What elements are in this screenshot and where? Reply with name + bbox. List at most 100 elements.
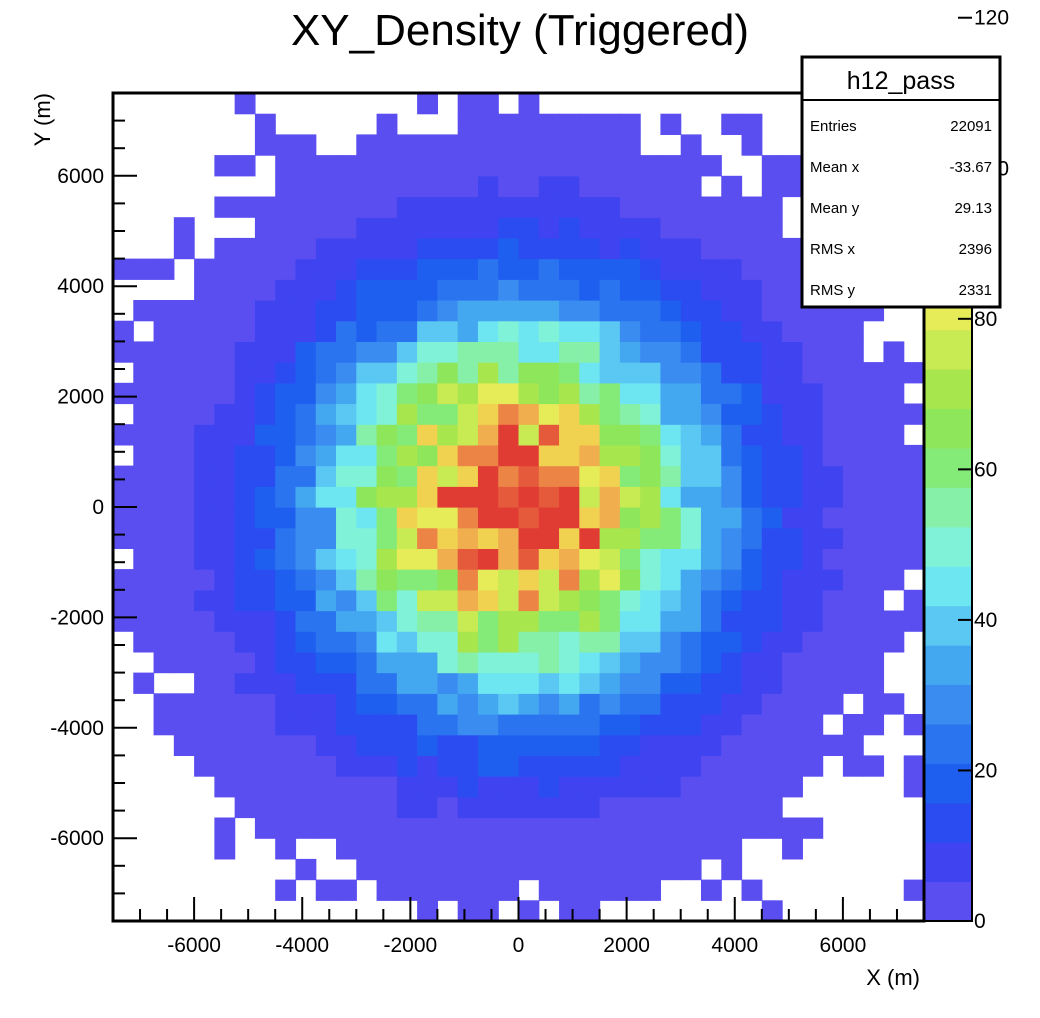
histogram-cell xyxy=(559,217,580,239)
histogram-cell xyxy=(680,817,702,839)
histogram-cell xyxy=(133,300,155,322)
histogram-cell xyxy=(275,527,297,549)
histogram-cell xyxy=(802,651,824,674)
histogram-cell xyxy=(498,113,520,135)
histogram-cell xyxy=(295,403,317,425)
histogram-cell xyxy=(295,486,317,508)
histogram-cell xyxy=(640,569,662,591)
histogram-cell xyxy=(356,548,378,570)
histogram-cell xyxy=(336,403,357,425)
histogram-cell xyxy=(153,403,175,425)
histogram-cell xyxy=(802,507,824,529)
histogram-cell xyxy=(477,300,499,322)
histogram-cell xyxy=(275,217,297,239)
histogram-cell xyxy=(396,486,418,508)
histogram-cell xyxy=(700,444,722,467)
histogram-cell xyxy=(579,527,601,549)
histogram-cell xyxy=(802,672,824,694)
histogram-cell xyxy=(396,858,418,881)
histogram-cell xyxy=(376,320,398,342)
histogram-cell xyxy=(741,548,763,570)
histogram-cell xyxy=(579,217,601,239)
histogram-cell xyxy=(640,838,662,860)
histogram-cell xyxy=(173,486,195,508)
histogram-cell xyxy=(518,548,540,570)
histogram-cell xyxy=(599,155,621,177)
histogram-cell xyxy=(336,320,357,342)
stats-title: h12_pass xyxy=(847,67,955,95)
histogram-cell xyxy=(194,507,215,529)
histogram-cell xyxy=(376,300,398,322)
histogram-cell xyxy=(538,279,560,301)
histogram-cell xyxy=(619,279,641,301)
stats-box: h12_pass Entries 22091 Mean x -33.67 Mean y 29… xyxy=(800,55,1002,309)
histogram-cell xyxy=(457,382,479,405)
histogram-cell xyxy=(599,858,621,881)
histogram-cell xyxy=(254,817,276,839)
histogram-cell xyxy=(153,507,175,529)
histogram-cell xyxy=(214,300,236,322)
histogram-cell xyxy=(214,548,236,570)
x-tick-label: -2000 xyxy=(384,934,438,957)
histogram-cell xyxy=(761,734,783,756)
histogram-cell xyxy=(295,155,317,177)
histogram-cell xyxy=(396,610,418,632)
histogram-cell xyxy=(275,776,297,798)
histogram-cell xyxy=(822,589,844,612)
histogram-cell xyxy=(477,237,499,260)
histogram-cell xyxy=(538,196,560,218)
histogram-cell xyxy=(194,382,215,405)
histogram-cell xyxy=(336,589,357,612)
histogram-cell xyxy=(113,341,134,363)
histogram-cell xyxy=(599,776,621,798)
histogram-cell xyxy=(741,300,763,322)
histogram-cell xyxy=(660,113,682,135)
histogram-cell xyxy=(619,320,641,342)
histogram-cell xyxy=(660,382,682,405)
histogram-cell xyxy=(822,444,844,467)
histogram-cell xyxy=(761,527,783,549)
histogram-cell xyxy=(680,424,702,446)
histogram-cell xyxy=(275,879,297,901)
histogram-cell xyxy=(417,424,438,446)
histogram-cell xyxy=(498,444,520,467)
histogram-cell xyxy=(356,693,378,715)
histogram-cell xyxy=(782,569,803,591)
histogram-cell xyxy=(376,569,398,591)
histogram-cell xyxy=(599,175,621,198)
histogram-cell xyxy=(538,672,560,694)
histogram-cell xyxy=(538,444,560,467)
histogram-cell xyxy=(275,817,297,839)
histogram-cell xyxy=(396,155,418,177)
histogram-cell xyxy=(782,424,803,446)
histogram-cell xyxy=(599,279,621,301)
histogram-cell xyxy=(518,217,540,239)
histogram-cell xyxy=(498,279,520,301)
histogram-cell xyxy=(782,610,803,632)
histogram-cell xyxy=(254,796,276,819)
histogram-cell xyxy=(903,362,925,384)
histogram-cell xyxy=(356,444,378,467)
histogram-cell xyxy=(680,734,702,756)
histogram-cell xyxy=(619,403,641,425)
histogram-cell xyxy=(802,569,824,591)
histogram-cell xyxy=(295,569,317,591)
histogram-cell xyxy=(498,569,520,591)
histogram-cell xyxy=(477,858,499,881)
histogram-cell xyxy=(518,279,540,301)
histogram-cell xyxy=(457,672,479,694)
histogram-cell xyxy=(782,382,803,405)
histogram-cell xyxy=(336,569,357,591)
histogram-cell xyxy=(761,569,783,591)
histogram-cell xyxy=(721,796,743,819)
histogram-cell xyxy=(538,776,560,798)
histogram-cell xyxy=(599,631,621,653)
histogram-cell xyxy=(234,776,256,798)
histogram-cell xyxy=(680,776,702,798)
histogram-cell xyxy=(599,258,621,280)
histogram-cell xyxy=(700,403,722,425)
histogram-cell xyxy=(376,651,398,674)
histogram-cell xyxy=(640,755,662,777)
histogram-cell xyxy=(234,196,256,218)
histogram-cell xyxy=(417,569,438,591)
